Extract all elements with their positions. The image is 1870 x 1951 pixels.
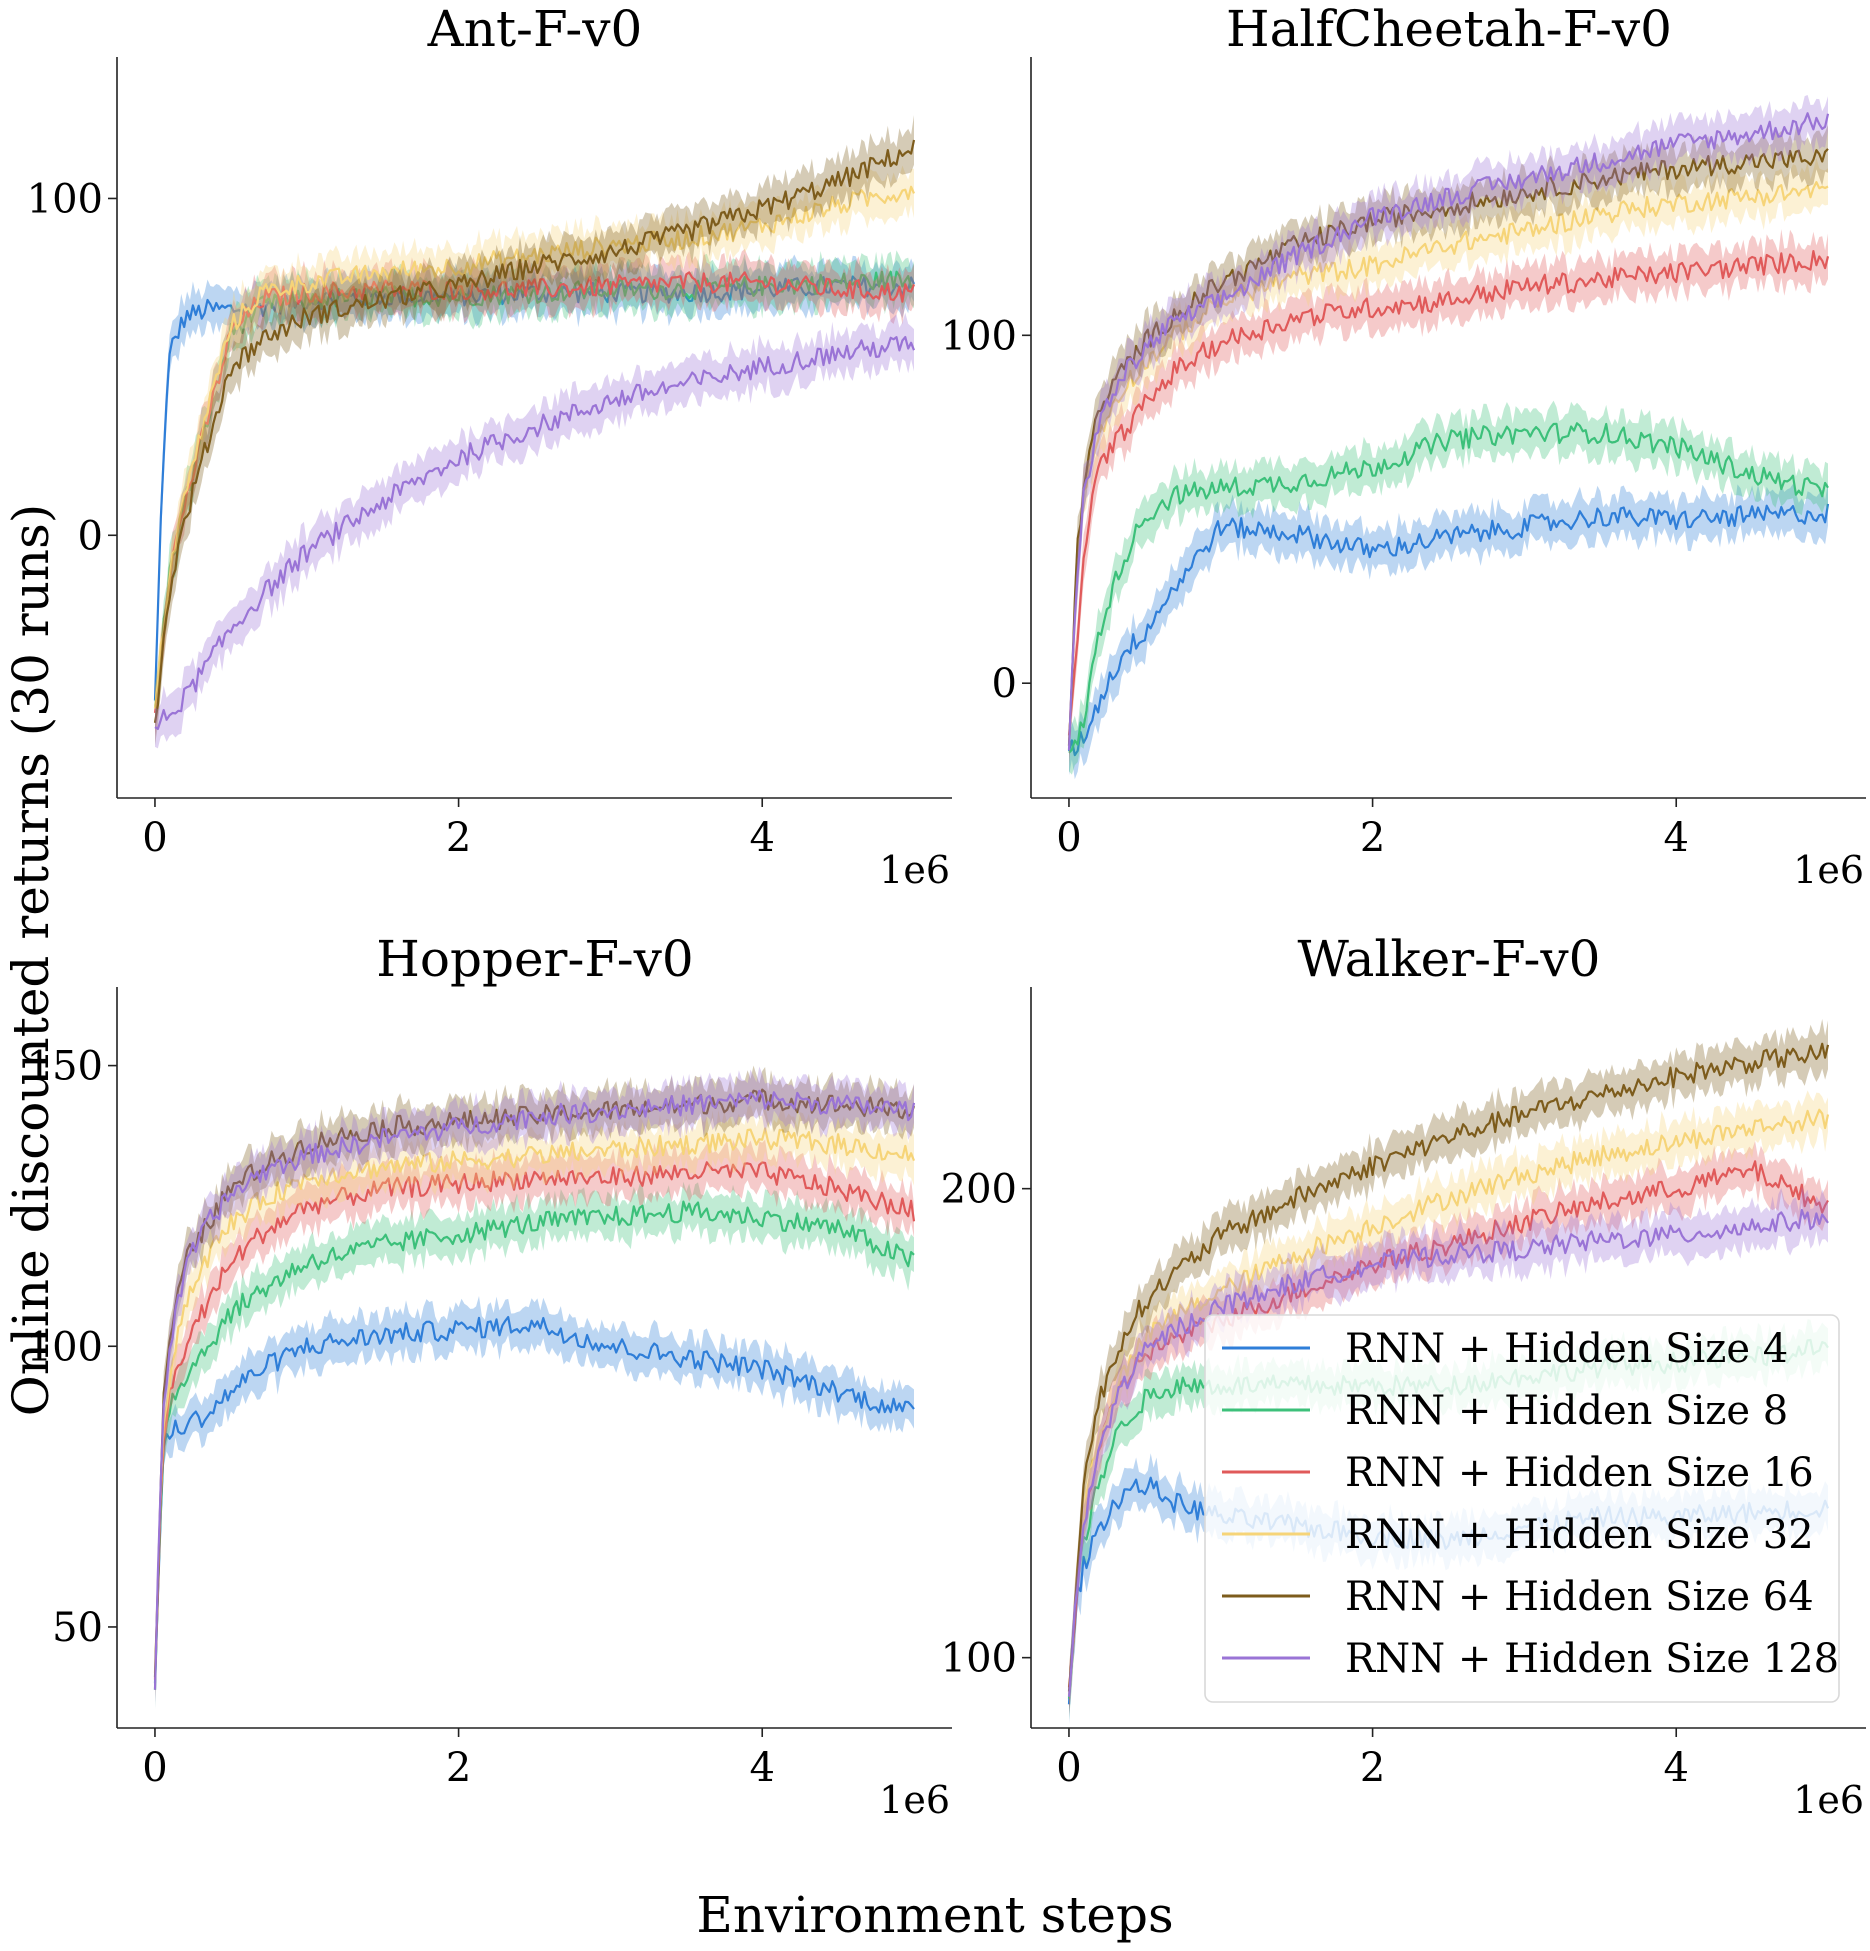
series-line-rnn-hidden-size-64 [1067,1042,1830,1692]
y-tick-label: 200 [941,1167,1017,1213]
y-tick-label: 100 [27,176,103,222]
y-tick-label: 100 [941,1636,1017,1682]
legend-label: RNN + Hidden Size 128 [1345,1636,1839,1682]
y-tick-label: 100 [941,313,1017,359]
series-line-rnn-hidden-size-16 [1067,250,1830,736]
series-line-rnn-hidden-size-128 [154,336,916,730]
x-tick-label: 0 [1056,1745,1081,1791]
plot-area: 0 2 4 0 100 [941,95,1830,861]
x-multiplier: 1e6 [1793,848,1864,892]
series-line-rnn-hidden-size-64 [153,139,916,723]
x-multiplier: 1e6 [879,848,950,892]
x-tick-label: 4 [750,1745,775,1791]
series-line-rnn-hidden-size-16 [153,1161,916,1680]
legend-label: RNN + Hidden Size 4 [1345,1326,1788,1372]
series-line-rnn-hidden-size-32 [1067,1108,1830,1695]
legend-label: RNN + Hidden Size 32 [1345,1512,1814,1558]
series-band-rnn-hidden-size-8 [155,250,914,729]
series-band-rnn-hidden-size-32 [1069,1090,1828,1716]
series-line-rnn-hidden-size-64 [153,1088,916,1678]
x-multiplier: 1e6 [879,1778,950,1822]
series-line-rnn-hidden-size-32 [153,1127,916,1674]
series-line-rnn-hidden-size-32 [1067,181,1829,747]
x-tick-label: 2 [446,815,471,861]
x-multiplier: 1e6 [1793,1778,1864,1822]
panel-hopper: Hopper-F-v0 0 2 4 50 100 150 1e6 [27,930,952,1822]
x-tick-label: 0 [1056,815,1081,861]
panel-title: Ant-F-v0 [427,0,643,58]
series-band-rnn-hidden-size-128 [155,312,914,749]
series-band-rnn-hidden-size-8 [1069,400,1828,775]
x-axis-label: Environment steps [696,1886,1173,1944]
y-axis-label: Online discounted returns (30 runs) [2,504,60,1417]
series-line-rnn-hidden-size-16 [1067,1160,1829,1688]
panel-ant: Ant-F-v0 0 2 4 0 100 1e6 [27,0,952,892]
x-tick-label: 4 [750,815,775,861]
legend-box [1204,1314,1840,1703]
series-band-rnn-hidden-size-16 [1069,1141,1828,1708]
panel-halfcheetah: HalfCheetah-F-v0 0 2 4 0 100 1e6 [941,0,1866,892]
series-line-rnn-hidden-size-128 [153,1089,916,1690]
legend: RNN + Hidden Size 4 RNN + Hidden Size 8 RN… [1204,1314,1840,1703]
x-tick-label: 2 [1360,1745,1385,1791]
series-band-rnn-hidden-size-128 [1069,95,1828,771]
series-line-rnn-hidden-size-64 [1067,148,1829,746]
panel-title: Walker-F-v0 [1298,930,1601,988]
series-line-rnn-hidden-size-16 [153,271,916,714]
legend-label: RNN + Hidden Size 8 [1345,1388,1788,1434]
series-band-rnn-hidden-size-4 [155,254,914,720]
series-band-rnn-hidden-size-64 [1069,1019,1828,1714]
y-tick-label: 150 [27,1044,103,1090]
series-line-rnn-hidden-size-8 [1068,422,1829,754]
plot-area: 0 2 4 0 100 [27,115,916,861]
series-band-rnn-hidden-size-8 [155,1181,914,1710]
series-band-rnn-hidden-size-16 [155,1139,914,1702]
x-tick-label: 4 [1664,815,1689,861]
series-band-rnn-hidden-size-32 [1069,157,1828,769]
series-band-rnn-hidden-size-4 [1069,482,1828,780]
x-tick-label: 0 [142,1745,167,1791]
x-tick-label: 0 [142,815,167,861]
y-tick-label: 50 [52,1605,103,1651]
legend-label: RNN + Hidden Size 16 [1345,1450,1814,1496]
plot-area: 0 2 4 50 100 150 [27,1044,916,1791]
series-band-rnn-hidden-size-64 [155,115,914,746]
series-line-rnn-hidden-size-4 [1067,503,1830,757]
y-tick-label: 100 [27,1324,103,1370]
panel-title: Hopper-F-v0 [376,930,694,988]
series-line-rnn-hidden-size-32 [153,185,916,709]
y-tick-label: 0 [992,661,1017,707]
panel-title: HalfCheetah-F-v0 [1226,0,1672,58]
y-tick-label: 0 [78,513,103,559]
x-tick-label: 4 [1664,1745,1689,1791]
series-line-rnn-hidden-size-8 [153,1200,915,1690]
x-tick-label: 2 [446,1745,471,1791]
series-line-rnn-hidden-size-128 [1067,112,1830,751]
x-tick-label: 2 [1360,815,1385,861]
series-line-rnn-hidden-size-128 [1067,1208,1829,1697]
series-band-rnn-hidden-size-16 [155,248,914,737]
legend-label: RNN + Hidden Size 64 [1345,1574,1814,1620]
series-line-rnn-hidden-size-4 [153,1316,915,1684]
